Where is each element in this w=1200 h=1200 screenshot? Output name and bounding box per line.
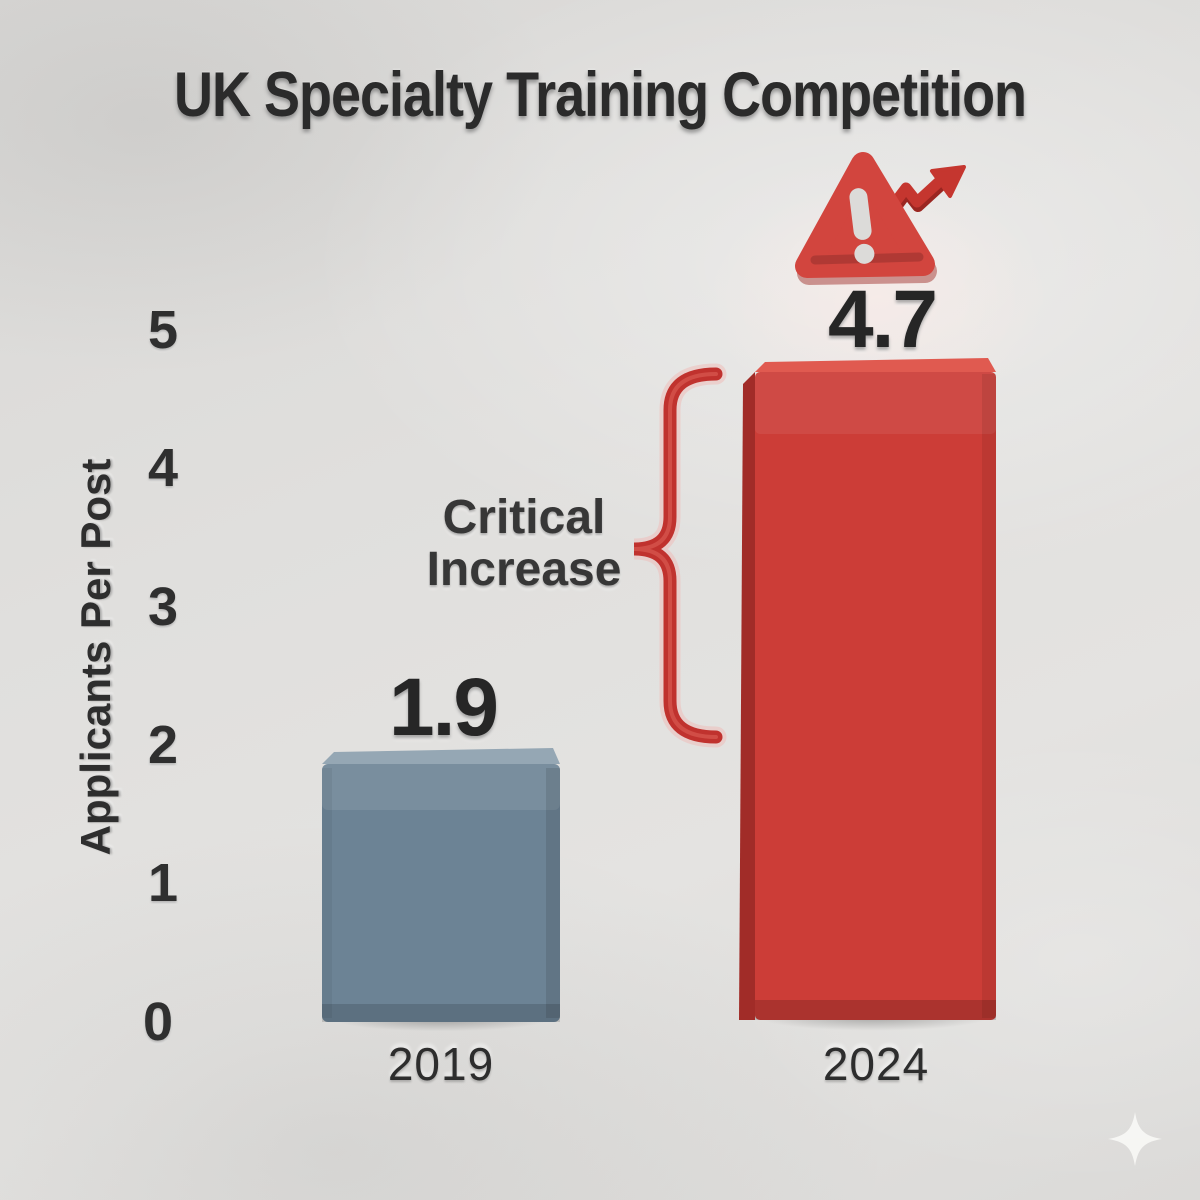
y-tick-4: 4 bbox=[147, 438, 179, 498]
bar-2019-highlight bbox=[322, 764, 560, 810]
bar-2024-left-bevel bbox=[739, 372, 755, 1020]
brace-stroke bbox=[633, 367, 723, 744]
y-axis-label: Applicants Per Post bbox=[72, 458, 119, 856]
bar-2019-right-shade bbox=[546, 768, 560, 1018]
bar-2019-left-shade bbox=[322, 768, 332, 1018]
y-tick-2: 2 bbox=[147, 715, 179, 775]
sparkle-icon bbox=[1108, 1112, 1162, 1166]
bar-2024-top-face bbox=[755, 358, 996, 372]
warning-triangle-icon bbox=[795, 152, 966, 285]
arrow-head bbox=[930, 165, 966, 198]
bar-2019-bottom-shade bbox=[322, 1004, 560, 1022]
bar-2019-front-face bbox=[322, 764, 560, 1022]
curly-brace-icon bbox=[633, 363, 727, 748]
annotation-critical-increase: Critical Increase bbox=[427, 492, 622, 596]
bar-2024 bbox=[739, 358, 996, 1020]
exclamation-mark bbox=[849, 188, 875, 264]
annotation-line-1: Critical bbox=[442, 491, 606, 544]
value-label-2024: 4.7 bbox=[828, 274, 938, 365]
y-tick-1: 1 bbox=[147, 853, 179, 913]
bar-2024-highlight bbox=[755, 372, 996, 434]
x-label-2019: 2019 bbox=[387, 1038, 495, 1090]
bar-2019-top-face bbox=[322, 748, 560, 764]
y-tick-5: 5 bbox=[147, 300, 179, 360]
sparkle-shape bbox=[1108, 1112, 1162, 1166]
exclamation-bar bbox=[849, 188, 872, 240]
y-tick-0: 0 bbox=[142, 992, 174, 1052]
brace-sheen bbox=[633, 372, 718, 739]
annotation-line-2: Increase bbox=[426, 543, 622, 596]
x-label-2024: 2024 bbox=[822, 1038, 930, 1090]
value-label-2019: 1.9 bbox=[389, 662, 499, 753]
bar-2019 bbox=[322, 748, 560, 1022]
bar-2024-right-shade bbox=[982, 374, 996, 1018]
exclamation-dot bbox=[854, 243, 875, 264]
chart-title: UK Specialty Training Competition bbox=[173, 60, 1027, 130]
bar-2024-bottom-shade bbox=[755, 1000, 996, 1020]
y-tick-3: 3 bbox=[147, 577, 179, 637]
bar-2024-front-face bbox=[755, 372, 996, 1020]
